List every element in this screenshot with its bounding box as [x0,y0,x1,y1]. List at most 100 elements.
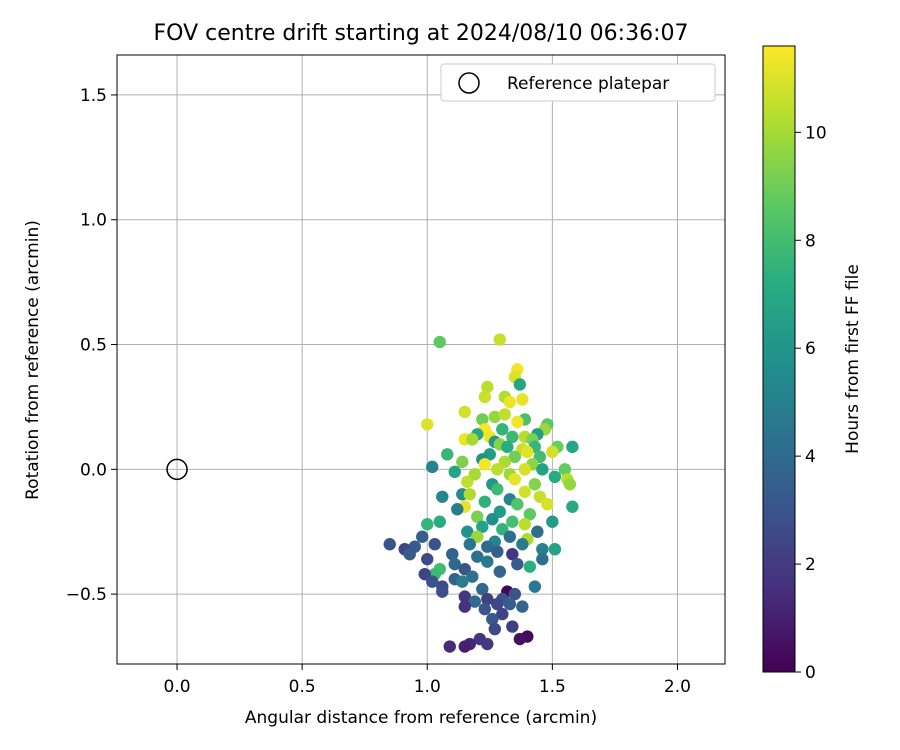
scatter-point [448,465,461,479]
colorbar-ticks: 0 2 4 6 8 10 [795,123,827,683]
scatter-point [501,440,514,454]
data-points [383,333,579,653]
scatter-point [516,393,529,406]
scatter-point [533,450,547,464]
scatter-point [528,478,542,491]
scatter-point [491,545,504,558]
scatter-point [511,498,524,511]
scatter-point [486,513,499,526]
x-tick-label: 1.0 [414,677,441,697]
scatter-point [481,637,494,651]
scatter-point [463,488,476,501]
colorbar: 0 2 4 6 8 10 Hours from first FF file [762,45,863,683]
scatter-point [548,542,562,556]
legend: Reference platepar [440,63,716,102]
colorbar-tick-label: 4 [805,447,816,467]
scatter-point [513,378,527,391]
scatter-point [496,607,509,621]
scatter-point [508,473,522,486]
scatter-point [471,550,484,563]
scatter-point [468,468,481,481]
scatter-point [506,515,519,528]
scatter-point [481,380,494,394]
scatter-point [518,463,532,476]
scatter-point [493,505,507,518]
scatter-point [536,463,549,476]
colorbar-tick-label: 10 [805,123,827,143]
x-axis-label: Angular distance from reference (arcmin) [245,708,597,728]
scatter-point [496,423,509,436]
scatter-point [456,575,469,588]
scatter-point [451,503,464,516]
scatter-point [448,557,461,571]
scatter-point [566,440,579,454]
scatter-point [493,333,507,346]
scatter-point [421,518,434,531]
colorbar-tick-label: 6 [805,339,816,359]
scatter-point [476,520,489,533]
scatter-point [536,552,549,566]
scatter-point [421,418,434,431]
scatter-point [458,640,471,653]
scatter-point [433,335,446,349]
scatter-point [443,640,456,653]
scatter-point [503,597,517,611]
colorbar-label: Hours from first FF file [843,264,863,454]
y-axis-ticks: −0.5 0.0 0.5 1.0 1.5 [66,86,117,605]
scatter-point [461,525,474,538]
y-axis-label: Rotation from reference (arcmin) [23,220,43,500]
scatter-point [468,595,481,608]
y-tick-label: 0.0 [80,460,107,480]
scatter-point [471,510,484,523]
scatter-point [476,582,489,596]
scatter-point [506,620,519,633]
scatter-point [478,458,492,471]
scatter-point [513,632,527,646]
x-tick-label: 1.5 [539,677,566,697]
scatter-point [506,430,519,444]
scatter-point [546,445,559,459]
scatter-point [498,455,512,469]
scatter-point [506,547,519,561]
scatter-point [458,405,471,419]
scatter-point [418,567,431,581]
scatter-point [516,600,529,613]
scatter-point [421,552,434,566]
scatter-point [383,537,396,551]
scatter-point [521,445,534,459]
scatter-point [546,515,559,528]
y-tick-label: 1.0 [80,211,107,231]
legend-marker [458,72,480,94]
scatter-point [458,590,471,603]
scatter-point [488,622,502,636]
x-tick-label: 2.0 [664,677,691,697]
y-tick-label: −0.5 [66,585,107,605]
scatter-point [471,530,484,543]
scatter-point [481,540,494,553]
scatter-point [566,500,579,513]
scatter-point [533,490,547,503]
scatter-point [516,537,529,551]
scatter-point [458,562,471,576]
scatter-point [511,557,524,571]
y-tick-label: 1.5 [80,86,107,106]
scatter-point [481,592,494,606]
colorbar-tick-label: 2 [805,555,816,575]
scatter-point [491,483,504,496]
scatter-point [563,478,577,491]
scatter-point [541,498,554,511]
chart-title: FOV centre drift starting at 2024/08/10 … [154,21,689,46]
scatter-point [481,555,494,568]
scatter-point [508,450,522,464]
scatter-point [426,575,439,588]
x-axis-ticks: 0.0 0.5 1.0 1.5 2.0 [164,664,691,697]
scatter-point [403,547,416,561]
scatter-point [478,602,492,616]
scatter-point [523,508,537,521]
scatter-point [436,490,449,503]
colorbar-tick-label: 8 [805,231,816,251]
scatter-point [503,395,517,409]
scatter-point [488,410,502,424]
scatter-point [466,433,479,446]
scatter-point [486,612,499,626]
